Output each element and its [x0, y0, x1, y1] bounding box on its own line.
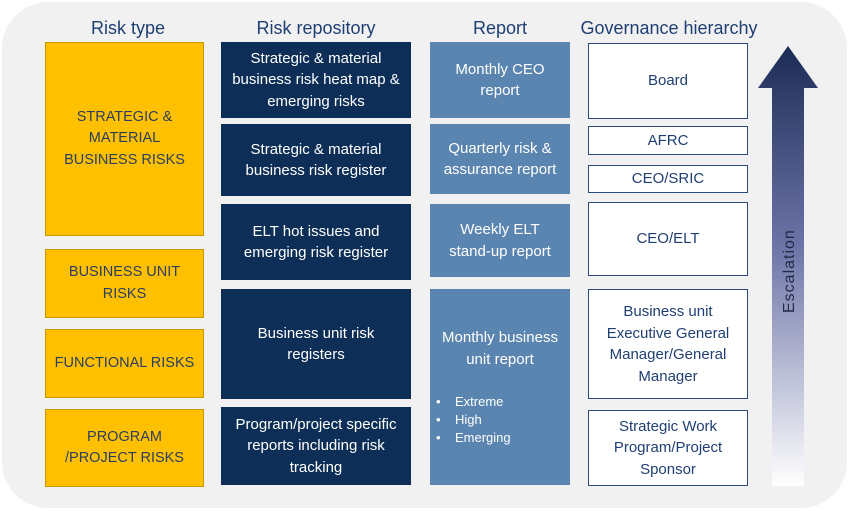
- repository-line: emerging risk register: [243, 244, 389, 261]
- governance-line: CEO/ELT: [636, 230, 700, 248]
- governance-line: Business unit: [623, 303, 713, 320]
- repository-line: Program/project specific: [235, 415, 397, 433]
- risk-type-line: BUSINESS RISKS: [64, 151, 185, 168]
- risk-type-line: BUSINESS UNIT: [68, 264, 181, 280]
- report-line: Monthly CEO: [455, 60, 545, 78]
- risk-type-line: RISKS: [102, 285, 147, 302]
- governance-afrc: AFRC: [588, 126, 748, 155]
- repository-elt-hot-issues: ELT hot issues and emerging risk registe…: [221, 204, 411, 280]
- report-bullet-high: High: [436, 411, 482, 429]
- governance-line: CEO/SRIC: [631, 170, 705, 188]
- governance-ceo-sric: CEO/SRIC: [588, 165, 748, 193]
- repository-line: business risk heat map &: [232, 71, 400, 89]
- repository-line: tracking: [289, 458, 343, 476]
- governance-strategic-work-sponsor: Strategic Work Program/Project Sponsor: [588, 410, 748, 486]
- repository-line: emerging risks: [267, 92, 365, 110]
- report-weekly-elt: Weekly ELT stand-up report: [430, 204, 570, 277]
- repository-line: ELT hot issues and: [252, 222, 380, 240]
- governance-line: Executive General: [606, 324, 730, 342]
- report-line: Weekly ELT: [460, 221, 540, 238]
- report-line: unit report: [466, 350, 534, 368]
- report-line: stand-up report: [449, 242, 551, 260]
- repository-risk-register: Strategic & material business risk regis…: [221, 124, 411, 196]
- repository-business-unit-registers: Business unit risk registers: [221, 289, 411, 399]
- risk-type-line: FUNCTIONAL RISKS: [54, 354, 195, 371]
- risk-type-line: /PROJECT RISKS: [65, 450, 184, 466]
- repository-line: reports including risk: [247, 437, 385, 455]
- report-bullet-emerging: Emerging: [436, 429, 511, 447]
- report-line: Monthly business: [442, 329, 558, 346]
- governance-line: Manager: [638, 367, 698, 385]
- risk-type-business-unit: BUSINESS UNIT RISKS: [45, 249, 204, 318]
- governance-line: Program/Project: [613, 439, 723, 457]
- risk-type-line: STRATEGIC &: [76, 108, 173, 125]
- governance-board: Board: [588, 43, 748, 119]
- governance-line: Board: [647, 72, 689, 90]
- report-bullet-extreme: Extreme: [436, 393, 503, 411]
- report-monthly-ceo: Monthly CEO report: [430, 42, 570, 118]
- header-risk-repository: Risk repository: [256, 18, 376, 38]
- governance-ceo-elt: CEO/ELT: [588, 202, 748, 276]
- repository-line: Business unit risk: [257, 324, 375, 342]
- report-line: Quarterly risk &: [448, 139, 552, 157]
- escalation-label: Escalation: [781, 229, 798, 313]
- governance-line: Manager/General: [609, 346, 727, 363]
- report-quarterly-risk-assurance: Quarterly risk & assurance report: [430, 124, 570, 194]
- header-report: Report: [472, 18, 528, 38]
- risk-type-line: MATERIAL: [88, 130, 161, 147]
- governance-line: AFRC: [647, 131, 689, 149]
- repository-line: Strategic & material: [250, 140, 382, 158]
- repository-program-project-reports: Program/project specific reports includi…: [221, 407, 411, 485]
- risk-type-program-project: PROGRAM /PROJECT RISKS: [45, 409, 204, 487]
- escalation-arrow-icon: [758, 46, 818, 486]
- governance-line: Strategic Work: [618, 417, 718, 435]
- risk-type-strategic-material: STRATEGIC & MATERIAL BUSINESS RISKS: [45, 42, 204, 236]
- repository-line: Strategic & material: [250, 49, 382, 67]
- repository-heat-map: Strategic & material business risk heat …: [221, 42, 411, 118]
- repository-line: business risk register: [245, 162, 387, 179]
- repository-line: registers: [287, 346, 345, 363]
- report-line: assurance report: [443, 161, 557, 178]
- risk-type-line: PROGRAM: [87, 428, 162, 445]
- header-governance-hierarchy: Governance hierarchy: [580, 18, 758, 38]
- governance-business-unit-egm: Business unit Executive General Manager/…: [588, 289, 748, 399]
- governance-line: Sponsor: [640, 460, 696, 478]
- risk-type-functional: FUNCTIONAL RISKS: [45, 329, 204, 398]
- header-risk-type: Risk type: [90, 18, 166, 38]
- report-line: report: [480, 82, 520, 99]
- report-monthly-business-unit: Monthly business unit report: [430, 289, 570, 485]
